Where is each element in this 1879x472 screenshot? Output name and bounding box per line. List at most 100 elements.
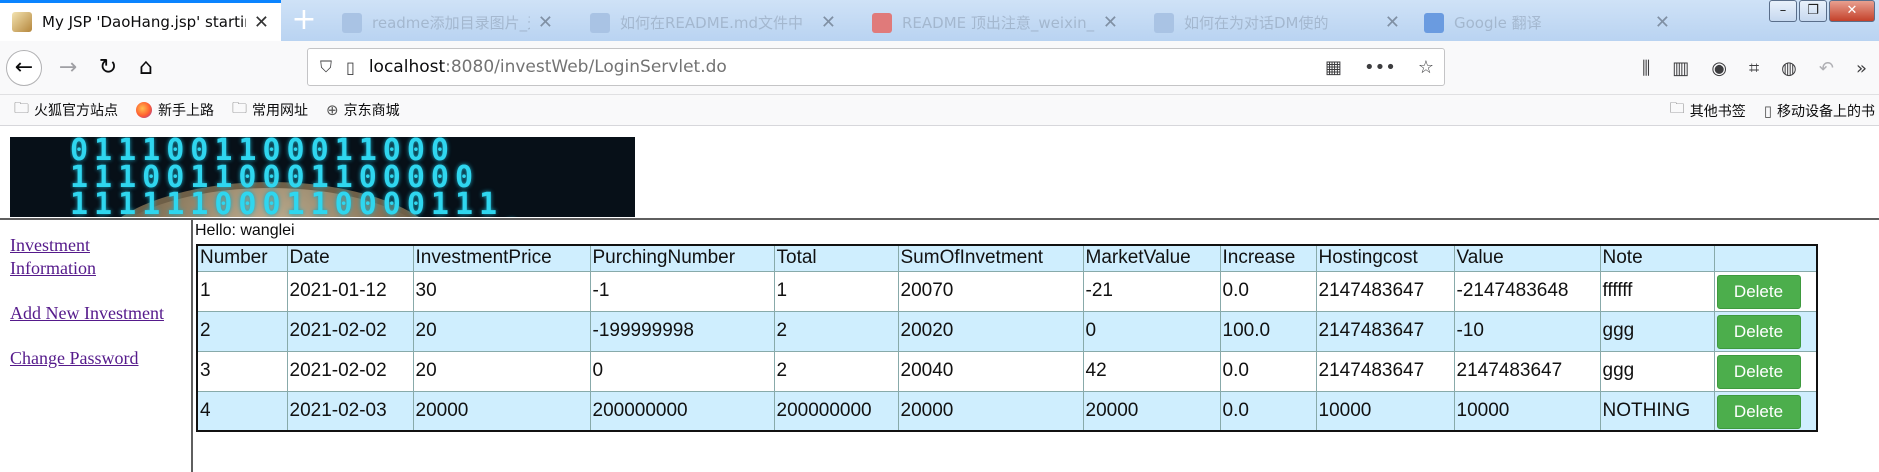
tab-strip: My JSP 'DaoHang.jsp' startin ✕ + readme添… <box>0 0 1879 41</box>
sidebar-link-add-new-investment[interactable]: Add New Investment <box>10 303 164 323</box>
minimize-icon[interactable]: – <box>1769 0 1797 22</box>
close-tab-icon[interactable]: ✕ <box>253 11 269 33</box>
bookmarks-right: 🗀 其他书签 ▯ 移动设备上的书 <box>1656 95 1879 126</box>
forward-arrow-icon[interactable]: → <box>58 55 78 80</box>
table-row: 3 2021-02-02 20 0 2 20040 42 0.0 2147483… <box>196 350 1818 392</box>
delete-button[interactable]: Delete <box>1716 315 1801 349</box>
qr-code-icon[interactable]: ▦ <box>1324 56 1342 78</box>
column-header: Hostingcost <box>1315 244 1455 272</box>
cell-hosting-cost: 10000 <box>1315 390 1455 432</box>
more-dots-icon[interactable]: ••• <box>1364 56 1396 78</box>
folder-icon: 🗀 <box>14 98 30 117</box>
cell-action: Delete <box>1713 270 1818 312</box>
url-bar[interactable]: ⛉ ▯ localhost:8080/investWeb/LoginServle… <box>307 48 1445 86</box>
close-tab-icon[interactable]: ✕ <box>537 12 553 33</box>
cell-investment-price: 20 <box>412 350 591 392</box>
table-header-row: Number Date InvestmentPrice PurchingNumb… <box>196 244 1818 272</box>
cell-date: 2021-01-12 <box>286 270 414 312</box>
cell-hosting-cost: 2147483647 <box>1315 310 1455 352</box>
cell-note: NOTHING <box>1599 390 1715 432</box>
cell-value: -10 <box>1453 310 1601 352</box>
reload-icon[interactable]: ↻ <box>98 55 118 80</box>
tab-background[interactable]: 如何在为对话DM使的 ✕ <box>1142 4 1412 41</box>
sidebar-icon[interactable]: ▥ <box>1672 57 1690 79</box>
bookmark-star-icon[interactable]: ☆ <box>1417 56 1434 78</box>
cell-market-value: -21 <box>1082 270 1221 312</box>
google-translate-favicon-icon <box>1424 12 1444 33</box>
cell-hosting-cost: 2147483647 <box>1315 270 1455 312</box>
column-header: PurchingNumber <box>589 244 775 272</box>
bookmark-item[interactable]: 🗀 火狐官方站点 <box>14 98 118 123</box>
delete-button[interactable]: Delete <box>1716 394 1801 429</box>
account-icon[interactable]: ◉ <box>1711 57 1728 79</box>
bookmark-item-mobile[interactable]: ▯ 移动设备上的书 <box>1764 101 1875 121</box>
cell-increase: 0.0 <box>1219 390 1317 432</box>
globe-icon: ⊕ <box>326 101 339 119</box>
bookmark-item[interactable]: 🗀 常用网址 <box>232 98 308 123</box>
close-tab-icon[interactable]: ✕ <box>1654 12 1670 33</box>
tab-background[interactable]: readme添加目录图片_天极大 ✕ <box>330 4 565 41</box>
library-icon[interactable]: ⫼ <box>1642 57 1651 79</box>
frame-divider <box>0 218 1879 220</box>
firefox-icon <box>136 102 153 118</box>
cell-increase: 100.0 <box>1219 310 1317 352</box>
bookmark-item[interactable]: ⊕ 京东商城 <box>326 100 400 120</box>
screenshot-icon[interactable]: ⌗ <box>1749 57 1760 79</box>
shield-icon[interactable]: ⛉ <box>320 57 333 76</box>
page-info-icon[interactable]: ▯ <box>346 57 355 77</box>
delete-button[interactable]: Delete <box>1716 275 1801 309</box>
cell-number: 2 <box>196 310 288 352</box>
sidebar-frame: Investment Information Add New Investmen… <box>0 220 193 472</box>
tab-background[interactable]: 如何在README.md文件中 ✕ <box>578 4 848 41</box>
sidebar-link-investment-information[interactable]: Investment Information <box>10 235 96 278</box>
cell-action: Delete <box>1713 310 1818 352</box>
delete-button[interactable]: Delete <box>1716 355 1801 389</box>
column-header: MarketValue <box>1082 244 1221 272</box>
back-arrow-icon[interactable]: ← <box>6 50 42 86</box>
tab-background[interactable]: Google 翻译 ✕ <box>1412 4 1682 41</box>
bookmark-item-other[interactable]: 🗀 其他书签 <box>1670 98 1746 123</box>
cell-action: Delete <box>1713 350 1818 392</box>
new-tab-button[interactable]: + <box>291 2 317 37</box>
url-actions: ▦ ••• ☆ <box>1325 49 1434 85</box>
cell-total: 200000000 <box>773 390 899 432</box>
tab-title: 如何在README.md文件中 <box>620 14 804 32</box>
close-tab-icon[interactable]: ✕ <box>1384 12 1400 33</box>
cell-investment-price: 30 <box>412 270 591 312</box>
cell-value: -2147483648 <box>1453 270 1601 312</box>
close-tab-icon[interactable]: ✕ <box>1102 12 1118 33</box>
bookmarks-bar: 🗀 火狐官方站点 新手上路 🗀 常用网址 ⊕ 京东商城 🗀 其他书签 ▯ 移动设… <box>0 95 1879 126</box>
tab-active[interactable]: My JSP 'DaoHang.jsp' startin ✕ <box>0 0 281 41</box>
cell-value: 2147483647 <box>1453 350 1601 392</box>
nav-toolbar: ← → ↻ ⌂ ⛉ ▯ localhost:8080/investWeb/Log… <box>0 41 1879 95</box>
bookmark-label: 常用网址 <box>252 103 309 119</box>
chat-icon[interactable]: ◍ <box>1781 57 1797 79</box>
close-tab-icon[interactable]: ✕ <box>820 12 836 33</box>
banner-image: 0111001100011000 11100110001100000 11111… <box>10 137 635 217</box>
cell-number: 4 <box>196 390 288 432</box>
maximize-icon[interactable]: ❐ <box>1799 0 1827 22</box>
page-favicon-icon <box>342 12 362 33</box>
url-text[interactable]: localhost:8080/investWeb/LoginServlet.do <box>369 57 727 77</box>
greeting-text: Hello: wanglei <box>195 222 295 239</box>
cell-date: 2021-02-03 <box>286 390 414 432</box>
tab-title: My JSP 'DaoHang.jsp' startin <box>42 13 246 31</box>
main-frame: Hello: wanglei Number Date InvestmentPri… <box>195 220 1879 472</box>
bookmark-item[interactable]: 新手上路 <box>136 100 214 120</box>
cell-note: ffffff <box>1599 270 1715 312</box>
cell-increase: 0.0 <box>1219 350 1317 392</box>
cell-purching-number: 200000000 <box>589 390 775 432</box>
cell-sum-of-investment: 20020 <box>897 310 1084 352</box>
tab-background[interactable]: README 顶出注意_weixin_ ✕ <box>860 4 1130 41</box>
window-close-icon[interactable]: ✕ <box>1829 0 1875 22</box>
column-header: Date <box>286 244 414 272</box>
sidebar-link-change-password[interactable]: Change Password <box>10 348 139 368</box>
table-row: 2 2021-02-02 20 -199999998 2 20020 0 100… <box>196 310 1818 352</box>
column-header: Number <box>196 244 288 272</box>
overflow-chevron-icon[interactable]: » <box>1855 57 1867 79</box>
tab-title: Google 翻译 <box>1454 14 1542 32</box>
undo-icon[interactable]: ↶ <box>1818 57 1834 79</box>
home-icon[interactable]: ⌂ <box>139 55 153 80</box>
cell-market-value: 42 <box>1082 350 1221 392</box>
cell-sum-of-investment: 20040 <box>897 350 1084 392</box>
